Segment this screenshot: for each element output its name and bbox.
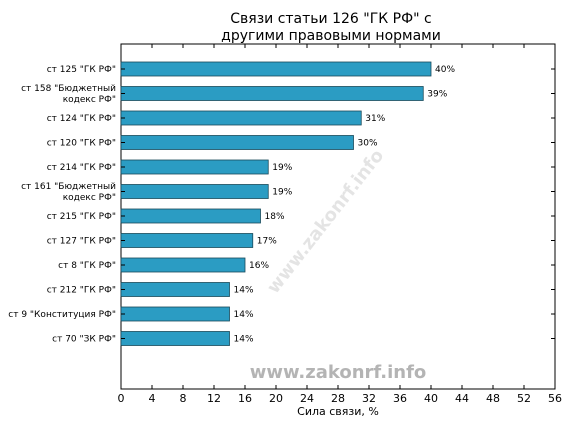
bars-layer	[120, 61, 432, 346]
category-label: ст 124 "ГК РФ"	[47, 114, 116, 124]
bar	[120, 257, 246, 273]
x-tick-label: 12	[207, 392, 221, 405]
x-axis: 0 4 8 12 16 20 24 28 32 36 40 44 48 52 56	[118, 44, 562, 405]
watermark-text: www.zakonrf.info	[250, 362, 427, 383]
bar-value-label: 14%	[234, 286, 254, 296]
bar	[120, 86, 424, 101]
bar-value-label: 30%	[358, 139, 378, 149]
category-label: ст 161 "Бюджетный	[21, 182, 116, 192]
chart-title-line-1: Связи статьи 126 "ГК РФ" с	[230, 11, 431, 27]
bar	[120, 331, 230, 346]
x-tick-label: 28	[331, 392, 345, 405]
bar-value-label: 19%	[272, 188, 292, 198]
bar-value-label: 40%	[435, 65, 455, 75]
x-tick-label: 40	[424, 392, 438, 405]
bar-value-label: 31%	[365, 114, 385, 124]
bar-value-label: 19%	[272, 163, 292, 173]
category-label: ст 9 "Конституция РФ"	[8, 310, 116, 320]
bar	[120, 233, 254, 248]
category-label: ст 8 "ГК РФ"	[58, 261, 116, 271]
category-label: ст 120 "ГК РФ"	[47, 139, 116, 149]
x-tick-label: 32	[362, 392, 376, 405]
bar-value-label: 14%	[234, 335, 254, 345]
x-axis-label: Сила связи, %	[297, 405, 379, 418]
category-label: ст 214 "ГК РФ"	[47, 163, 116, 173]
x-tick-label: 20	[269, 392, 283, 405]
bar	[120, 282, 230, 297]
category-label: ст 212 "ГК РФ"	[47, 286, 116, 296]
value-labels: 40% 39% 31% 30% 19% 19% 18% 17% 16% 14% 14% 14%	[234, 65, 456, 345]
category-label: ст 215 "ГК РФ"	[47, 212, 116, 222]
chart-title: Связи статьи 126 "ГК РФ" с другими право…	[221, 11, 441, 44]
x-tick-label: 56	[548, 392, 562, 405]
x-tick-label: 52	[517, 392, 531, 405]
bar	[120, 184, 269, 199]
x-tick-label: 16	[238, 392, 252, 405]
category-label: кодекс РФ"	[63, 95, 116, 105]
category-label: ст 127 "ГК РФ"	[47, 237, 116, 247]
bar	[120, 61, 432, 77]
x-tick-label: 8	[180, 392, 187, 405]
category-label: ст 125 "ГК РФ"	[47, 65, 116, 75]
bar-value-label: 18%	[265, 212, 285, 222]
bar-value-label: 14%	[234, 310, 254, 320]
bar	[120, 306, 230, 322]
x-tick-label: 44	[455, 392, 469, 405]
bar-value-label: 39%	[427, 90, 447, 100]
bar	[120, 110, 362, 126]
bar-value-label: 17%	[257, 237, 277, 247]
x-tick-label: 24	[300, 392, 314, 405]
category-label: кодекс РФ"	[63, 193, 116, 203]
x-tick-label: 48	[486, 392, 500, 405]
category-label: ст 70 "ЗК РФ"	[52, 335, 116, 345]
category-label: ст 158 "Бюджетный	[21, 84, 116, 94]
x-tick-label: 0	[118, 392, 125, 405]
chart-title-line-2: другими правовыми нормами	[221, 28, 441, 44]
bar	[120, 159, 269, 175]
x-tick-label: 36	[393, 392, 407, 405]
bar	[120, 208, 261, 224]
bar	[120, 135, 354, 150]
x-tick-label: 4	[149, 392, 156, 405]
bar-value-label: 16%	[249, 261, 269, 271]
